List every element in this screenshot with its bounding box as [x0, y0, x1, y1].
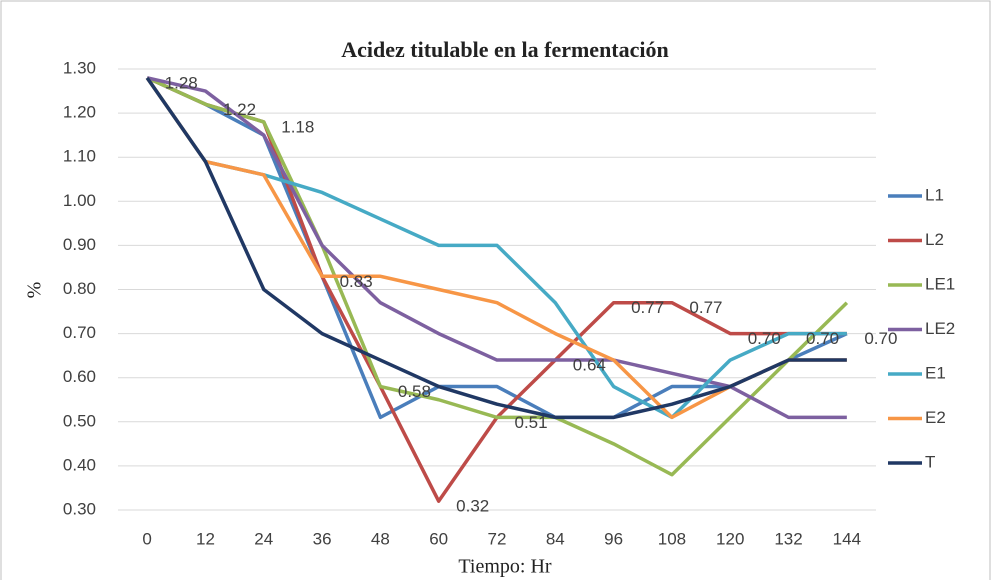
series-line — [145, 76, 847, 420]
x-axis-label: Tiempo: Hr — [458, 556, 552, 578]
x-tick-label: 24 — [254, 529, 273, 548]
series-line — [146, 76, 849, 477]
x-tick-label: 48 — [371, 529, 390, 548]
legend-label: L2 — [925, 230, 944, 249]
x-tick-label: 36 — [313, 529, 332, 548]
legend-label: LE2 — [925, 319, 955, 338]
x-tick-label: 144 — [833, 529, 861, 548]
x-tick-label: 84 — [546, 529, 565, 548]
legend-label: LE1 — [925, 274, 955, 293]
chart-title: Acidez titulable en la fermentación — [341, 37, 669, 62]
x-tick-label: 0 — [142, 529, 151, 548]
y-tick-label: 1.00 — [63, 191, 96, 210]
data-label: 0.58 — [398, 382, 431, 401]
x-tick-label: 12 — [196, 529, 215, 548]
legend-label: E1 — [925, 363, 946, 382]
x-tick-label: 96 — [604, 529, 623, 548]
x-tick-label: 132 — [774, 529, 802, 548]
data-label: 0.70 — [864, 329, 897, 348]
legend-label: E2 — [925, 408, 946, 427]
y-tick-label: 0.30 — [63, 499, 96, 518]
data-label: 0.32 — [456, 497, 489, 516]
x-tick-label: 108 — [658, 529, 686, 548]
data-label: 0.64 — [573, 356, 606, 375]
data-label: 1.22 — [223, 100, 256, 119]
data-label: 0.77 — [631, 298, 664, 317]
data-label: 0.83 — [340, 272, 373, 291]
y-tick-label: 0.80 — [63, 279, 96, 298]
x-tick-label: 60 — [429, 529, 448, 548]
x-tick-label: 120 — [716, 529, 744, 548]
y-tick-label: 0.50 — [63, 411, 96, 430]
data-label: 0.70 — [806, 329, 839, 348]
y-tick-label: 0.90 — [63, 235, 96, 254]
legend-label: T — [925, 452, 935, 471]
data-label: 0.70 — [748, 329, 781, 348]
y-tick-label: 0.60 — [63, 367, 96, 386]
data-label: 1.28 — [165, 73, 198, 92]
x-tick-label: 72 — [488, 529, 507, 548]
data-label: 0.51 — [514, 413, 547, 432]
y-axis-label: % — [24, 282, 46, 299]
y-tick-label: 1.30 — [63, 58, 96, 77]
legend-label: L1 — [925, 185, 944, 204]
y-tick-label: 1.20 — [63, 103, 96, 122]
data-label: 1.18 — [281, 117, 314, 136]
y-tick-label: 1.10 — [63, 147, 96, 166]
data-label: 0.77 — [689, 298, 722, 317]
y-tick-label: 0.70 — [63, 323, 96, 342]
y-tick-label: 0.40 — [63, 455, 96, 474]
